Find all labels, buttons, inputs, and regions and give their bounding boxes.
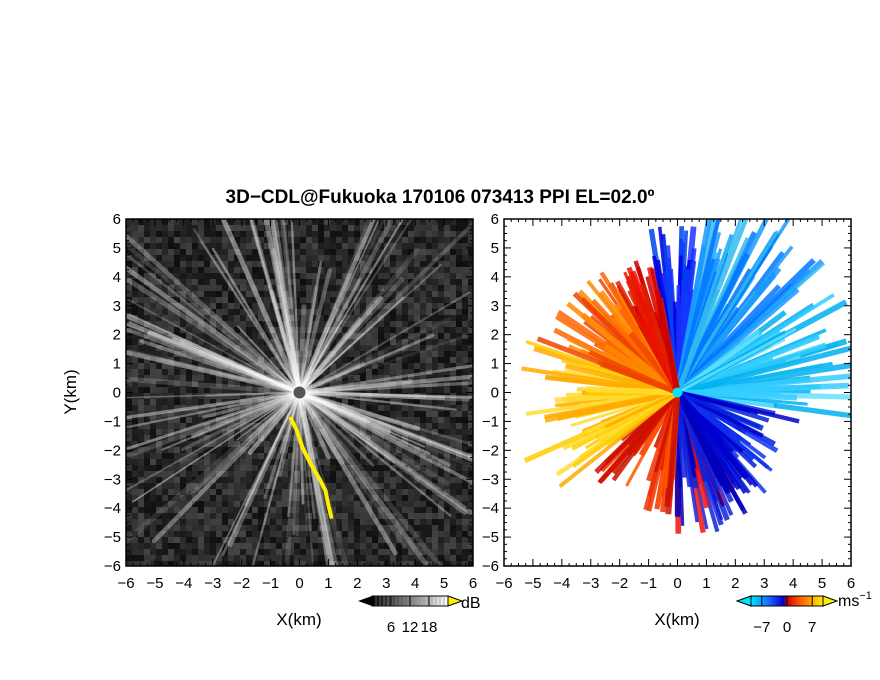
colorbar-tick-label: 18 [421, 619, 438, 636]
reflectivity-beam-rays [126, 219, 473, 566]
x-tick-label: 0 [295, 575, 303, 592]
y-tick-label: 2 [113, 327, 121, 344]
y-tick-label: −4 [104, 500, 121, 517]
x-tick-label: −2 [611, 575, 628, 592]
colorbar-unit-ms: ms−1 [838, 590, 872, 610]
y-tick-label: −5 [482, 529, 499, 546]
y-tick-label: 6 [113, 211, 121, 228]
y-tick-label: 1 [491, 356, 499, 373]
y-tick-label: −6 [104, 558, 121, 575]
y-tick-label: −6 [482, 558, 499, 575]
colorbar-tick-label: 0 [783, 619, 791, 636]
colorbar-tick-label: 12 [402, 619, 419, 636]
reflectivity-yellow-echo [288, 416, 334, 519]
x-tick-label: 4 [789, 575, 797, 592]
x-tick-label: −3 [582, 575, 599, 592]
y-tick-label: −2 [482, 442, 499, 459]
unit-base: ms [838, 593, 859, 610]
x-tick-label: −2 [233, 575, 250, 592]
y-axis-title: Y(km) [61, 369, 80, 414]
y-tick-label: −4 [482, 500, 499, 517]
chart-title: 3D−CDL@Fukuoka 170106 073413 PPI EL=02.0… [225, 187, 655, 208]
y-tick-label: 0 [491, 385, 499, 402]
velocity-panel: −6 −5 −4 −3 −2 −1 0 1 2 3 4 5 6 −6 −5 −4 −3 −2 −1 0 1 2 3 4 5 6 [482, 211, 855, 592]
colorbar-low-arrow [358, 596, 372, 606]
radar-site-marker-velocity [672, 387, 683, 398]
colorbar-ticks: −7 0 7 [753, 596, 816, 636]
colorbar-tick-label: 7 [808, 619, 816, 636]
y-tick-label: −3 [482, 471, 499, 488]
velocity-colorbar: −7 0 7 ms−1 [735, 590, 872, 636]
x-tick-label: −5 [524, 575, 541, 592]
y-tick-label: 2 [491, 327, 499, 344]
colorbar-ticks: 6 12 18 [375, 596, 445, 636]
x-tick-label: 6 [469, 575, 477, 592]
y-tick-label: −2 [104, 442, 121, 459]
left-x-axis-title: X(km) [276, 610, 321, 629]
x-tick-label: 5 [440, 575, 448, 592]
unit-exponent: −1 [859, 590, 872, 602]
colorbar-tick-label: 6 [387, 619, 395, 636]
y-tick-label: 0 [113, 385, 121, 402]
x-tick-label: 2 [353, 575, 361, 592]
x-tick-label: 0 [673, 575, 681, 592]
y-tick-label: 1 [113, 356, 121, 373]
y-tick-label: −3 [104, 471, 121, 488]
colorbar-high-arrow [822, 595, 839, 607]
y-tick-label: −1 [482, 413, 499, 430]
y-tick-label: 5 [113, 240, 121, 257]
x-tick-label: −5 [146, 575, 163, 592]
colorbar-high-arrow [447, 595, 464, 607]
y-tick-label: −5 [104, 529, 121, 546]
x-tick-label: 6 [847, 575, 855, 592]
x-tick-label: 2 [731, 575, 739, 592]
colorbar-unit-db: dB [461, 595, 481, 612]
reflectivity-noise-field [126, 219, 473, 566]
velocity-field [521, 219, 851, 534]
x-tick-label: 4 [411, 575, 419, 592]
reflectivity-colorbar: 6 12 18 dB [358, 595, 481, 636]
x-tick-label: −1 [640, 575, 657, 592]
reflectivity-axis-ticks: −6 −5 −4 −3 −2 −1 0 1 2 3 4 5 6 −6 −5 −4 −3 −2 −1 0 1 2 3 4 5 6 [104, 211, 477, 592]
y-tick-label: 3 [113, 298, 121, 315]
right-x-axis-title: X(km) [654, 610, 699, 629]
x-tick-label: −1 [262, 575, 279, 592]
x-tick-label: −6 [495, 575, 512, 592]
x-tick-label: 5 [818, 575, 826, 592]
colorbar-low-arrow [735, 595, 752, 607]
x-tick-label: −6 [117, 575, 134, 592]
x-tick-label: 1 [702, 575, 710, 592]
x-tick-label: 3 [382, 575, 390, 592]
y-tick-label: 6 [491, 211, 499, 228]
y-tick-label: 5 [491, 240, 499, 257]
x-tick-label: 3 [760, 575, 768, 592]
y-tick-label: −1 [104, 413, 121, 430]
velocity-axis-ticks: −6 −5 −4 −3 −2 −1 0 1 2 3 4 5 6 −6 −5 −4 −3 −2 −1 0 1 2 3 4 5 6 [482, 211, 855, 592]
colorbar-tick-label: −7 [753, 619, 770, 636]
y-tick-label: 4 [113, 269, 121, 286]
x-tick-label: −4 [175, 575, 192, 592]
reflectivity-panel: −6 −5 −4 −3 −2 −1 0 1 2 3 4 5 6 −6 −5 −4 −3 −2 −1 0 1 2 3 4 5 6 [104, 211, 477, 592]
radar-site-marker [293, 386, 306, 399]
y-tick-label: 3 [491, 298, 499, 315]
x-tick-label: −3 [204, 575, 221, 592]
y-tick-label: 4 [491, 269, 499, 286]
x-tick-label: 1 [324, 575, 332, 592]
x-tick-label: −4 [553, 575, 570, 592]
